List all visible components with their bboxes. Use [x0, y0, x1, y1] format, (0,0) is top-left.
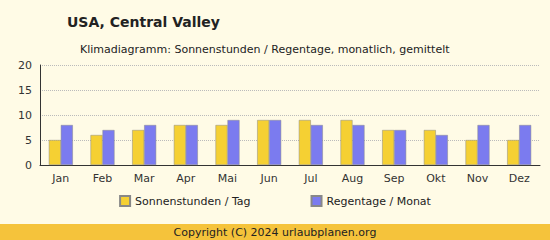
- svg-text:Aug: Aug: [342, 172, 363, 185]
- svg-text:10: 10: [18, 109, 32, 122]
- svg-text:Mar: Mar: [134, 172, 155, 185]
- svg-text:Klimadiagramm: Sonnenstunden /: Klimadiagramm: Sonnenstunden / Regentage…: [80, 43, 450, 56]
- svg-text:Copyright (C) 2024 urlaubplane: Copyright (C) 2024 urlaubplanen.org: [174, 226, 377, 239]
- svg-text:Jul: Jul: [303, 172, 317, 185]
- svg-text:20: 20: [18, 59, 32, 72]
- svg-text:Sep: Sep: [384, 172, 405, 185]
- svg-text:Sonnenstunden / Tag: Sonnenstunden / Tag: [135, 195, 250, 208]
- svg-text:5: 5: [25, 134, 32, 147]
- svg-text:Nov: Nov: [467, 172, 489, 185]
- svg-text:Apr: Apr: [176, 172, 196, 185]
- svg-text:Mai: Mai: [218, 172, 237, 185]
- svg-text:Jan: Jan: [51, 172, 69, 185]
- svg-text:Okt: Okt: [426, 172, 446, 185]
- svg-text:Dez: Dez: [509, 172, 530, 185]
- svg-text:Regentage / Monat: Regentage / Monat: [327, 195, 432, 208]
- svg-text:Feb: Feb: [93, 172, 112, 185]
- svg-text:0: 0: [25, 159, 32, 172]
- svg-text:Jun: Jun: [260, 172, 278, 185]
- svg-text:USA, Central Valley: USA, Central Valley: [67, 14, 220, 30]
- svg-text:15: 15: [18, 84, 32, 97]
